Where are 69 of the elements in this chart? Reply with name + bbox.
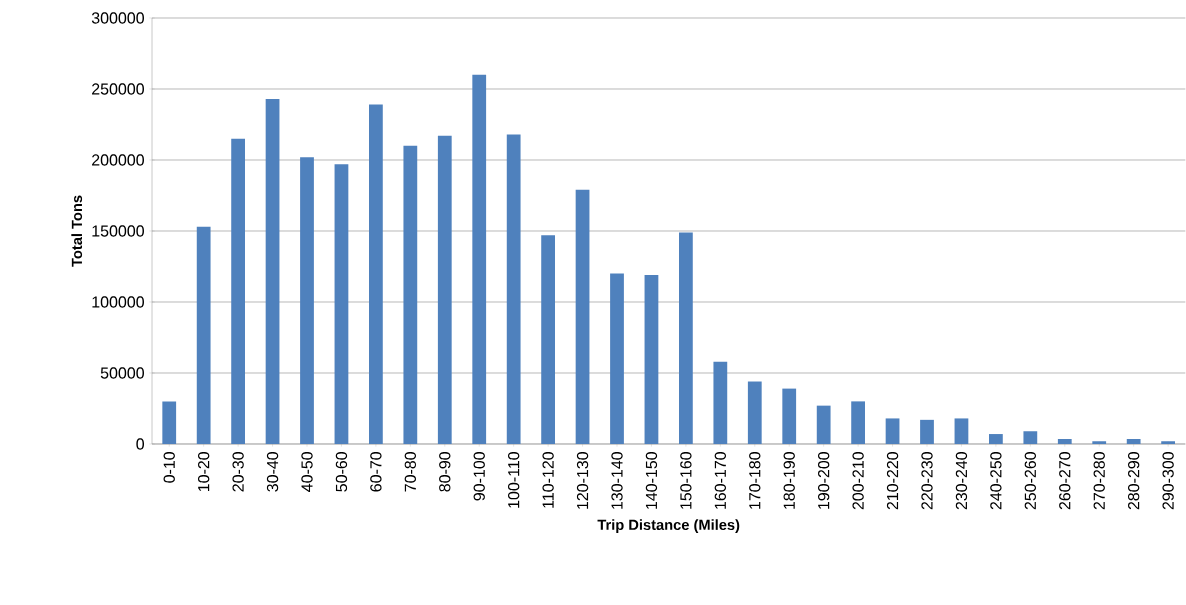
y-tick-label: 300000 bbox=[91, 12, 144, 24]
bar bbox=[1126, 439, 1141, 444]
bar bbox=[334, 164, 349, 444]
bar bbox=[1023, 431, 1038, 444]
x-tick-label: 160-170 bbox=[714, 451, 726, 509]
y-tick-label: 150000 bbox=[92, 225, 144, 237]
x-tick-label: 0-10 bbox=[163, 451, 175, 483]
x-tick-label: 10-20 bbox=[198, 451, 210, 492]
bar bbox=[782, 388, 797, 444]
x-tick-label: 200-210 bbox=[852, 451, 864, 510]
x-tick-label: 140-150 bbox=[645, 451, 658, 509]
y-tick-label: 100000 bbox=[92, 296, 144, 308]
bar bbox=[679, 232, 693, 444]
x-tick-label: 210-220 bbox=[886, 451, 899, 510]
bar bbox=[437, 135, 452, 444]
y-tick-label: 250000 bbox=[92, 83, 144, 95]
bar bbox=[1092, 441, 1107, 444]
bar bbox=[265, 98, 280, 444]
x-tick-label: 100-110 bbox=[508, 451, 520, 508]
x-tick-label: 290-300 bbox=[1162, 451, 1174, 510]
x-tick-label: 250-260 bbox=[1024, 451, 1036, 510]
x-tick-label: 90-100 bbox=[473, 451, 485, 501]
bar bbox=[300, 157, 314, 444]
bar bbox=[472, 74, 487, 444]
y-tick-label: 0 bbox=[136, 438, 145, 450]
x-tick-label: 270-280 bbox=[1093, 451, 1105, 510]
x-tick-label: 230-240 bbox=[955, 451, 968, 510]
x-tick-label: 60-70 bbox=[370, 451, 382, 492]
bar bbox=[196, 226, 211, 444]
x-axis-title: Trip Distance (Miles) bbox=[597, 519, 740, 533]
x-tick-label: 110-120 bbox=[542, 451, 554, 508]
bar bbox=[713, 361, 728, 444]
bar bbox=[162, 401, 177, 444]
bar bbox=[506, 134, 521, 444]
x-tick-label: 220-230 bbox=[921, 451, 933, 510]
y-axis-title: Total Tons bbox=[71, 195, 83, 267]
x-tick-label: 260-270 bbox=[1059, 451, 1071, 510]
x-tick-label: 120-130 bbox=[576, 451, 589, 509]
bar bbox=[403, 145, 418, 444]
bar bbox=[541, 235, 555, 444]
x-tick-label: 50-60 bbox=[335, 451, 348, 492]
x-tick-label: 80-90 bbox=[439, 451, 451, 492]
y-tick-label: 200000 bbox=[92, 154, 144, 166]
x-tick-label: 30-40 bbox=[266, 451, 279, 492]
bar bbox=[610, 273, 624, 444]
x-tick-label: 180-190 bbox=[783, 451, 795, 509]
bar bbox=[575, 189, 590, 444]
x-tick-label: 70-80 bbox=[404, 451, 416, 492]
x-tick-label: 170-180 bbox=[749, 451, 761, 509]
x-tick-label: 280-290 bbox=[1128, 451, 1140, 510]
x-tick-label: 40-50 bbox=[301, 451, 313, 492]
bar bbox=[747, 381, 762, 444]
bar bbox=[816, 405, 831, 444]
bar bbox=[369, 104, 383, 444]
y-tick-label: 50000 bbox=[100, 367, 144, 379]
bar bbox=[920, 419, 934, 444]
bar bbox=[644, 275, 659, 444]
bar bbox=[1057, 439, 1072, 444]
bar bbox=[989, 434, 1003, 444]
x-tick-label: 190-200 bbox=[818, 451, 830, 509]
x-tick-label: 20-30 bbox=[232, 451, 244, 492]
bar bbox=[851, 401, 865, 444]
bar bbox=[1161, 441, 1175, 444]
x-tick-label: 130-140 bbox=[611, 451, 623, 509]
x-tick-label: 240-250 bbox=[990, 451, 1002, 510]
x-tick-label: 150-160 bbox=[680, 451, 692, 509]
bar bbox=[231, 138, 245, 444]
bar bbox=[885, 418, 900, 444]
bar bbox=[954, 418, 969, 444]
